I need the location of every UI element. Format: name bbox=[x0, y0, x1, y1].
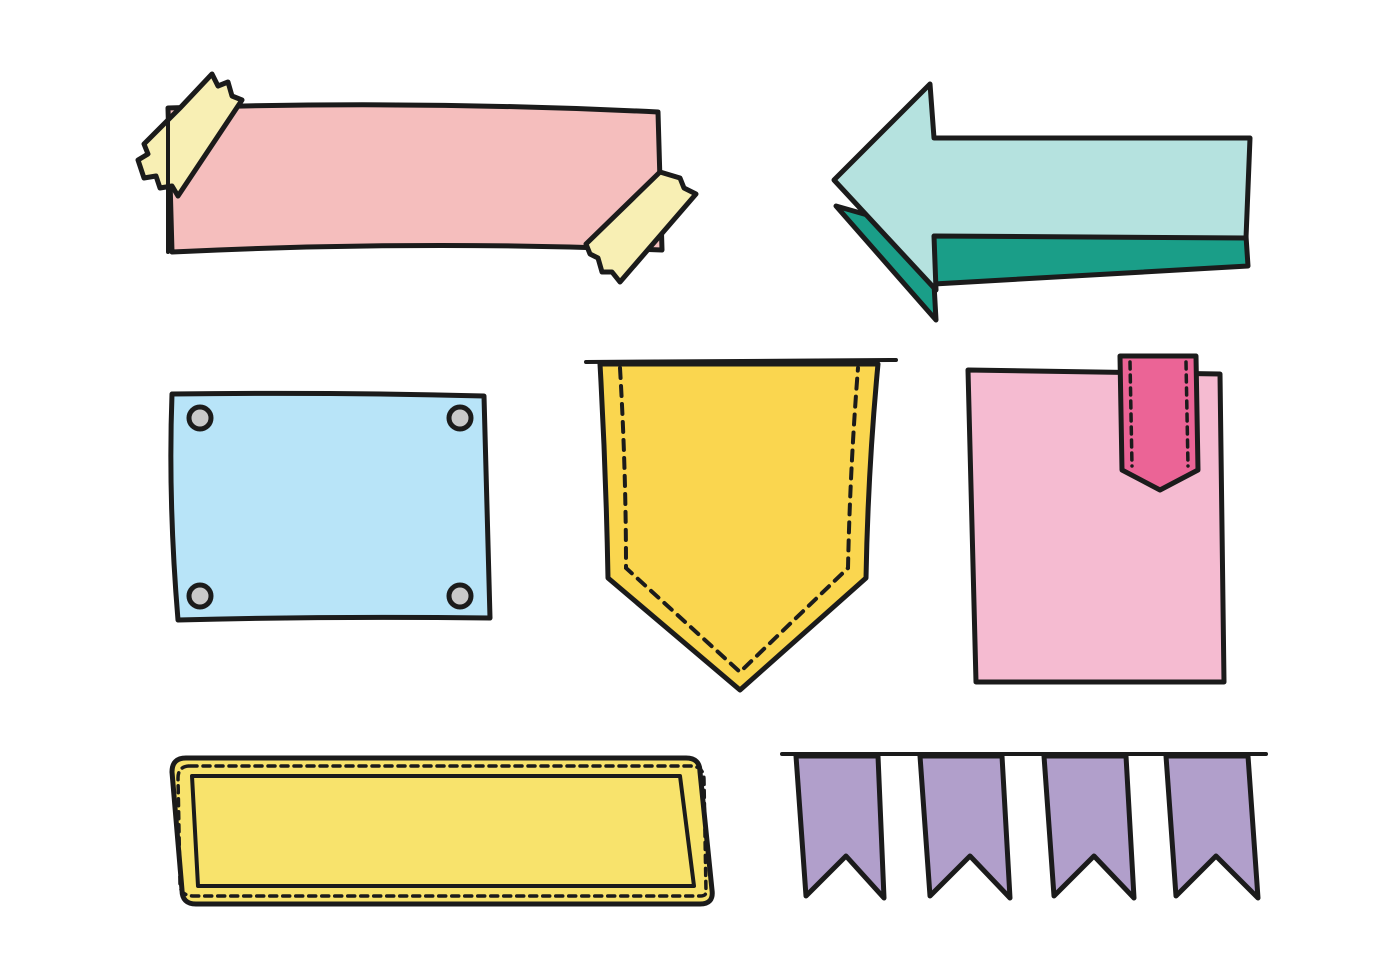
stitched-pennant bbox=[584, 358, 898, 693]
tape-strip-top-left bbox=[135, 71, 245, 199]
bookmark-stitching-right bbox=[1184, 360, 1190, 468]
bookmark-stitching-left bbox=[1128, 360, 1134, 468]
bookmark-tab bbox=[1117, 353, 1201, 493]
rivet-top-right bbox=[446, 404, 474, 432]
bunting-flag-1 bbox=[793, 753, 887, 901]
arrow-body bbox=[831, 81, 1253, 293]
rivet-bottom-left bbox=[186, 582, 214, 610]
rivet-bottom-right bbox=[446, 582, 474, 610]
riveted-plate bbox=[168, 390, 493, 623]
label-inner bbox=[190, 774, 696, 888]
bunting-flag-3 bbox=[1041, 753, 1137, 901]
bookmark-card bbox=[965, 353, 1227, 685]
label-border bbox=[169, 755, 715, 907]
left-arrow bbox=[831, 81, 1253, 323]
pennant-stitching bbox=[618, 366, 860, 675]
pennant-body bbox=[597, 361, 881, 693]
tape-strip-bottom-right bbox=[583, 169, 699, 285]
bunting-flags bbox=[780, 752, 1268, 901]
banner-paper bbox=[165, 102, 665, 255]
tape-banner bbox=[135, 71, 699, 285]
bunting-flag-4 bbox=[1163, 753, 1261, 901]
plate-body bbox=[168, 390, 493, 623]
label-stitching bbox=[176, 764, 708, 898]
bunting-flag-2 bbox=[917, 753, 1013, 901]
rivet-top-left bbox=[186, 404, 214, 432]
stitched-label bbox=[169, 755, 715, 907]
